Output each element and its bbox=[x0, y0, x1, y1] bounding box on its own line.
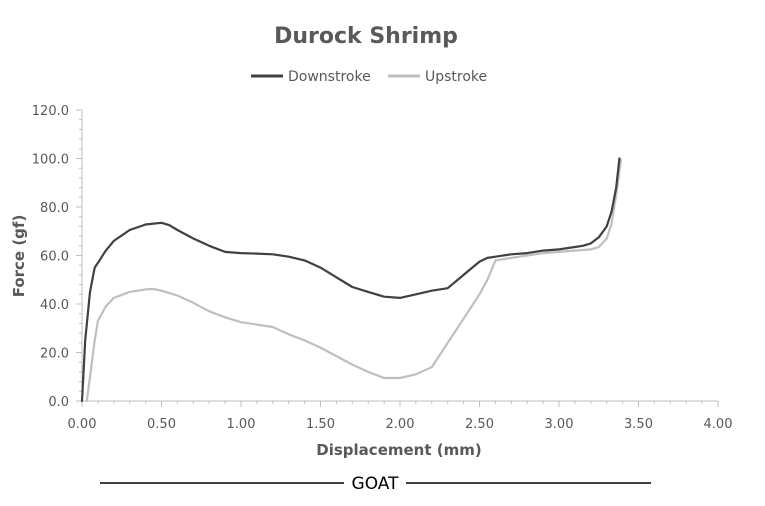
y-tick-label: 120.0 bbox=[32, 104, 69, 119]
series-layer bbox=[80, 157, 623, 403]
x-tick-label: 0.50 bbox=[147, 417, 176, 432]
legend-label-upstroke: Upstroke bbox=[425, 69, 487, 85]
y-tick-label: 100.0 bbox=[32, 153, 69, 168]
x-tick-label: 3.00 bbox=[545, 417, 574, 432]
series-line-upstroke bbox=[85, 158, 623, 403]
axes: 0.0 20.0 40.0 60.0 80.0 100.0 120.0 0.00 0.50 1.0… bbox=[32, 104, 733, 432]
legend-label-downstroke: Downstroke bbox=[288, 69, 371, 85]
y-tick-label: 40.0 bbox=[40, 298, 69, 313]
legend: Downstroke Upstroke bbox=[251, 69, 487, 85]
x-tick-label: 4.00 bbox=[704, 417, 733, 432]
footer: GOAT bbox=[100, 474, 651, 494]
y-axis-title: Force (gf) bbox=[10, 215, 28, 298]
x-tick-label: 1.50 bbox=[306, 417, 335, 432]
y-tick-label: 80.0 bbox=[40, 201, 69, 216]
footer-label: GOAT bbox=[352, 474, 400, 494]
y-tick-label: 20.0 bbox=[40, 347, 69, 362]
x-tick-label: 1.00 bbox=[227, 417, 256, 432]
x-tick-label: 3.50 bbox=[624, 417, 653, 432]
x-axis-title: Displacement (mm) bbox=[316, 441, 481, 459]
y-tick-label: 60.0 bbox=[40, 250, 69, 265]
x-tick-label: 0.00 bbox=[68, 417, 97, 432]
series-line-downstroke bbox=[80, 157, 621, 403]
y-tick-label: 0.0 bbox=[48, 395, 69, 410]
x-tick-label: 2.50 bbox=[465, 417, 494, 432]
x-tick-label: 2.00 bbox=[386, 417, 415, 432]
chart-title: Durock Shrimp bbox=[274, 24, 458, 49]
